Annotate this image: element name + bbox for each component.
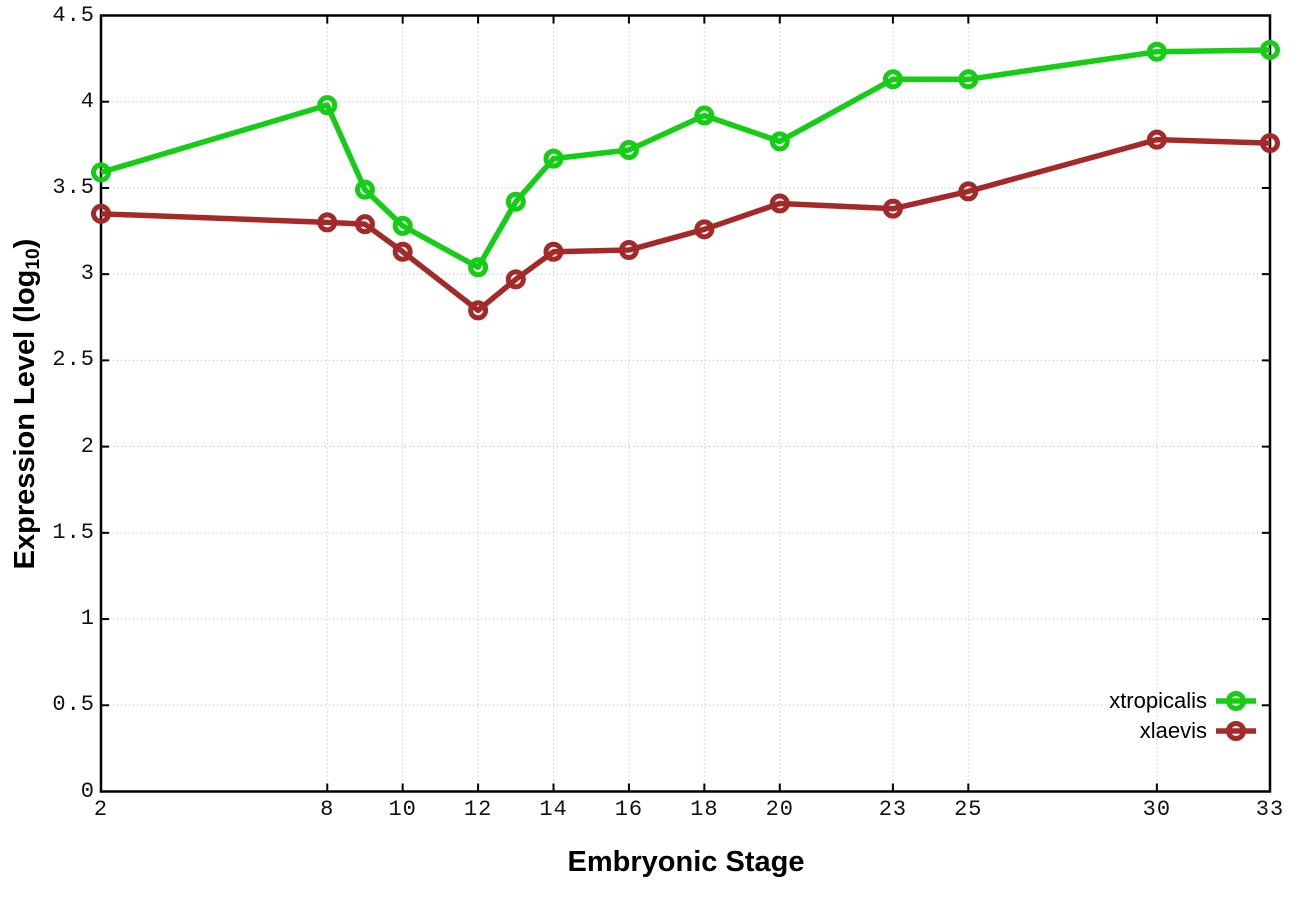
y-tick-label: 3 bbox=[80, 261, 95, 287]
plot-border bbox=[99, 14, 1272, 793]
data-point-xtropicalis bbox=[468, 257, 489, 278]
data-point-xtropicalis bbox=[354, 179, 375, 200]
legend-marker-xlaevis bbox=[1216, 721, 1256, 741]
y-tick-label: 1.5 bbox=[52, 519, 95, 545]
data-point-xlaevis bbox=[1146, 129, 1167, 150]
y-tick-label: 1 bbox=[80, 606, 95, 632]
legend: xtropicalis xlaevis bbox=[1109, 686, 1256, 746]
y-tick-label: 4.5 bbox=[52, 2, 95, 28]
y-tick-label: 3.5 bbox=[52, 174, 95, 200]
data-point-xtropicalis bbox=[317, 95, 338, 116]
data-point-xlaevis bbox=[769, 193, 790, 214]
x-tick-label: 14 bbox=[539, 797, 568, 822]
y-tick-label: 0 bbox=[80, 778, 95, 804]
data-point-xlaevis bbox=[1260, 133, 1280, 154]
legend-sample-point bbox=[1226, 721, 1246, 741]
data-point-xtropicalis bbox=[505, 191, 526, 212]
x-tick-label: 25 bbox=[954, 797, 983, 822]
y-tick-label: 4 bbox=[80, 88, 95, 114]
data-point-xlaevis bbox=[91, 203, 111, 224]
y-axis-title-suffix: ) bbox=[8, 238, 41, 249]
x-tick-label: 18 bbox=[690, 797, 719, 822]
x-tick-label: 10 bbox=[388, 797, 417, 822]
data-point-xtropicalis bbox=[543, 148, 564, 169]
data-point-xtropicalis bbox=[91, 162, 111, 183]
x-tick-label: 2 bbox=[93, 797, 109, 822]
x-tick-label: 12 bbox=[463, 797, 493, 822]
data-point-xtropicalis bbox=[392, 215, 413, 236]
data-point-xlaevis bbox=[618, 240, 639, 261]
x-tick-label: 20 bbox=[765, 797, 794, 822]
legend-item-xlaevis: xlaevis bbox=[1109, 716, 1256, 746]
x-tick-label: 30 bbox=[1142, 797, 1172, 822]
data-point-xlaevis bbox=[392, 241, 413, 262]
data-point-xtropicalis bbox=[958, 69, 979, 90]
data-point-xlaevis bbox=[354, 214, 375, 235]
y-tick-label: 0.5 bbox=[52, 692, 95, 718]
x-tick-label: 16 bbox=[614, 797, 644, 822]
x-tick-label: 23 bbox=[878, 797, 908, 822]
y-tick-label: 2.5 bbox=[52, 347, 95, 373]
y-tick-label: 2 bbox=[80, 433, 95, 459]
data-point-xtropicalis bbox=[1260, 39, 1280, 60]
data-point-xlaevis bbox=[694, 219, 715, 240]
x-tick-label: 33 bbox=[1255, 797, 1285, 822]
data-point-xlaevis bbox=[882, 198, 903, 219]
legend-sample-point bbox=[1226, 691, 1246, 711]
data-point-xtropicalis bbox=[882, 69, 903, 90]
data-point-xtropicalis bbox=[1146, 41, 1167, 62]
legend-label: xtropicalis bbox=[1109, 688, 1207, 713]
data-point-xlaevis bbox=[468, 300, 489, 321]
data-point-xlaevis bbox=[317, 212, 338, 233]
x-tick-label: 8 bbox=[320, 797, 335, 822]
series-line-xlaevis bbox=[100, 136, 1271, 314]
data-point-xtropicalis bbox=[769, 131, 790, 152]
x-axis-title: Embryonic Stage bbox=[567, 846, 805, 878]
data-point-xlaevis bbox=[505, 269, 526, 290]
legend-marker-xtropicalis bbox=[1216, 691, 1256, 711]
data-point-xlaevis bbox=[543, 241, 564, 262]
legend-item-xtropicalis: xtropicalis bbox=[1109, 686, 1256, 716]
data-point-xtropicalis bbox=[618, 140, 639, 161]
data-point-xlaevis bbox=[958, 181, 979, 202]
data-point-xtropicalis bbox=[694, 105, 715, 126]
legend-label: xlaevis bbox=[1139, 718, 1207, 743]
